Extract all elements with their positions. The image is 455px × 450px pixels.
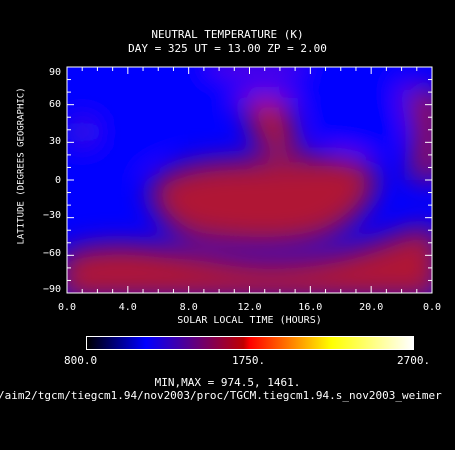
x-tick-label: 16.0 (298, 302, 322, 313)
colorbar (86, 336, 414, 350)
x-tick-label: 8.0 (180, 302, 198, 313)
y-tick-label: 30 (49, 136, 61, 147)
y-tick-label: −90 (43, 284, 61, 295)
cold-spot-west (67, 95, 155, 165)
x-tick-label: 12.0 (237, 302, 261, 313)
file-path: /aim2/tgcm/tiegcm1.94/nov2003/proc/TGCM.… (0, 389, 442, 402)
x-tick-label: 0.0 (58, 302, 76, 313)
colorbar-min-label: 800.0 (64, 354, 98, 367)
cold-spot-east (320, 90, 400, 150)
x-tick-label: 20.0 (359, 302, 383, 313)
cold-spot-pole (80, 67, 420, 98)
warm-region-center (150, 156, 376, 245)
min-max-readout: MIN,MAX = 974.5, 1461. (154, 376, 301, 389)
colorbar-max-label: 2700. (397, 354, 431, 367)
x-axis-ticks (66, 67, 433, 293)
y-axis-label: LATITUDE (DEGREES GEOGRAPHIC) (16, 87, 27, 245)
y-tick-label: 60 (49, 99, 61, 110)
y-tick-label: 0 (55, 175, 61, 186)
mid-spot-west (68, 120, 96, 144)
y-tick-label: 90 (49, 67, 61, 78)
warm-region-south (67, 228, 432, 293)
chart-subtitle: DAY = 325 UT = 13.00 ZP = 2.00 (128, 42, 327, 55)
warm-region-right (400, 90, 432, 180)
chart-title: NEUTRAL TEMPERATURE (K) (151, 28, 304, 41)
x-tick-label: 0.0 (423, 302, 441, 313)
x-axis-label: SOLAR LOCAL TIME (HOURS) (177, 315, 322, 326)
colorbar-mid-label: 1750. (232, 354, 266, 367)
y-tick-label: −30 (43, 210, 61, 221)
x-tick-label: 4.0 (119, 302, 137, 313)
y-tick-label: −60 (43, 248, 61, 259)
y-axis-ticks (67, 66, 432, 294)
